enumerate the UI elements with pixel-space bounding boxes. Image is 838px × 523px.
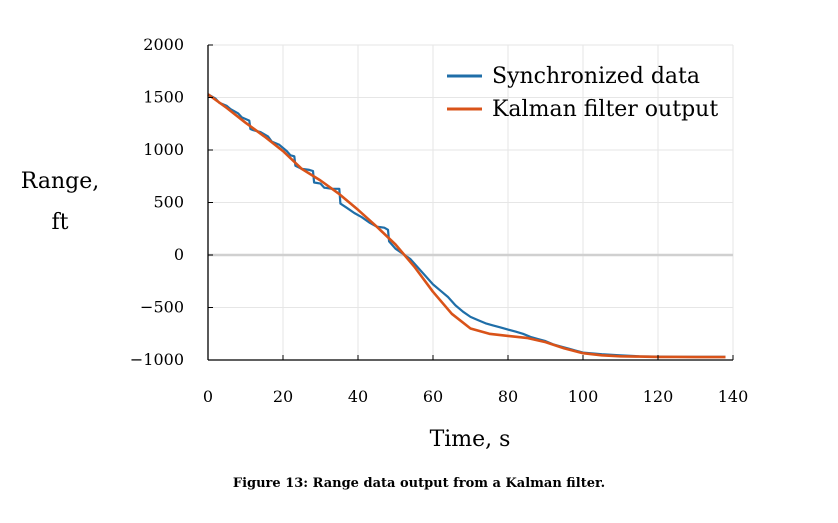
y-tick-label: −500 xyxy=(140,298,184,317)
axes xyxy=(207,44,734,361)
y-tick-label: 2000 xyxy=(143,35,184,54)
grid xyxy=(207,44,734,361)
x-tick-label: 60 xyxy=(423,387,443,406)
y-tick-label: −1000 xyxy=(130,350,184,369)
y-tick-label: 1000 xyxy=(143,140,184,159)
y-axis-title-line1: Range, xyxy=(21,169,99,194)
legend-label-synchronized: Synchronized data xyxy=(492,64,700,89)
y-tick-label: 500 xyxy=(153,193,184,212)
x-tick-label: 120 xyxy=(643,387,674,406)
x-tick-label: 40 xyxy=(348,387,368,406)
x-axis-title: Time, s xyxy=(430,427,511,452)
y-tick-label: 0 xyxy=(174,245,184,264)
y-tick-label: 1500 xyxy=(143,88,184,107)
x-tick-label: 0 xyxy=(203,387,213,406)
legend-label-kalman: Kalman filter output xyxy=(492,97,718,122)
range-chart: 0 20 40 60 80 100 120 140 −1000 −500 0 500 1000 1500 2… xyxy=(21,35,749,452)
x-tick-label: 80 xyxy=(498,387,518,406)
x-tick-label: 100 xyxy=(568,387,599,406)
series-line-synchronized xyxy=(207,93,726,358)
series-line-kalman xyxy=(207,93,726,359)
series-layer xyxy=(207,93,726,359)
x-tick-label: 20 xyxy=(273,387,293,406)
figure-caption: Figure 13: Range data output from a Kalm… xyxy=(232,476,606,491)
tick-labels: 0 20 40 60 80 100 120 140 −1000 −500 0 500 1000 1500 2… xyxy=(130,35,748,406)
y-axis-title-line2: ft xyxy=(52,210,69,235)
legend: Synchronized data Kalman filter output xyxy=(447,64,718,122)
x-tick-label: 140 xyxy=(718,387,749,406)
